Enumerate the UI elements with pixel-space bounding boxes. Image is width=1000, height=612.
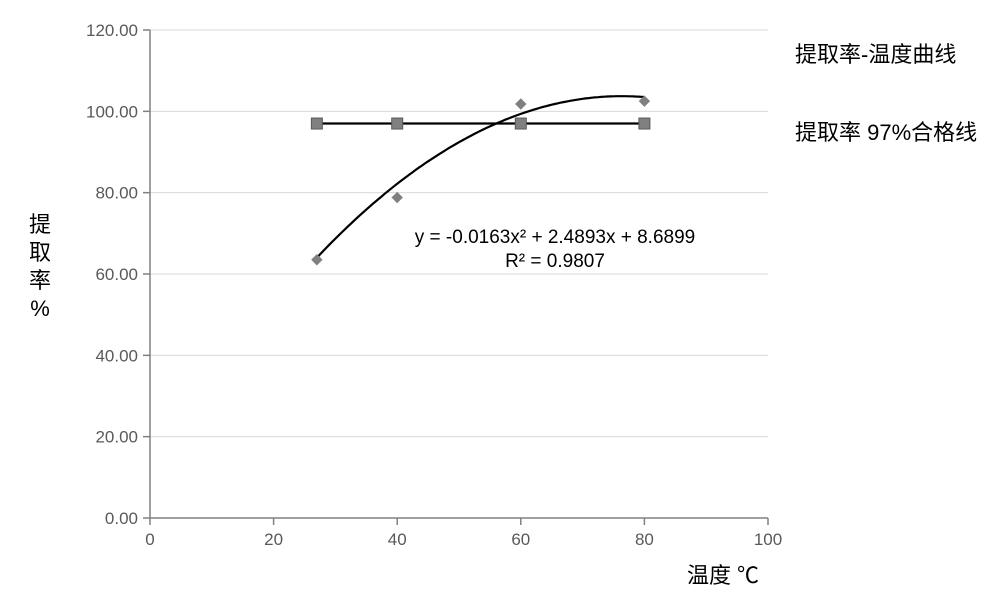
x-axis-title: 温度 ℃ bbox=[687, 563, 759, 588]
y-tick-label: 40.00 bbox=[95, 346, 138, 365]
y-axis-title: 取 bbox=[29, 240, 51, 265]
pass-line-marker bbox=[311, 118, 322, 129]
y-tick-label: 120.00 bbox=[86, 21, 138, 40]
y-tick-label: 60.00 bbox=[95, 265, 138, 284]
x-tick-label: 40 bbox=[388, 530, 407, 549]
legend-passline-label: 提取率 97%合格线 bbox=[795, 120, 977, 145]
y-tick-label: 100.00 bbox=[86, 102, 138, 121]
equation-line2: R² = 0.9807 bbox=[505, 251, 605, 272]
pass-line-marker bbox=[515, 118, 526, 129]
y-tick-label: 0.00 bbox=[105, 509, 138, 528]
y-tick-label: 20.00 bbox=[95, 428, 138, 447]
chart-svg: 0 20 40 60 80 100 0.00 20.00 40.00 60.00 80.00 100.… bbox=[0, 0, 1000, 612]
x-tick-label: 60 bbox=[511, 530, 530, 549]
curve-marker bbox=[312, 255, 322, 265]
pass-line-marker bbox=[392, 118, 403, 129]
curve-marker bbox=[516, 99, 526, 109]
curve-marker bbox=[392, 193, 402, 203]
x-tick-label: 80 bbox=[635, 530, 654, 549]
equation-line1: y = -0.0163x² + 2.4893x + 8.6899 bbox=[415, 227, 695, 248]
y-tick-label: 80.00 bbox=[95, 184, 138, 203]
legend-curve-label: 提取率-温度曲线 bbox=[795, 42, 956, 67]
x-tick-label: 0 bbox=[145, 530, 154, 549]
x-tick-label: 20 bbox=[264, 530, 283, 549]
x-tick-label: 100 bbox=[754, 530, 782, 549]
pass-line-marker bbox=[639, 118, 650, 129]
y-axis-title: 提 bbox=[29, 212, 51, 237]
y-axis-title: % bbox=[30, 296, 50, 321]
chart-container: 0 20 40 60 80 100 0.00 20.00 40.00 60.00 80.00 100.… bbox=[0, 0, 1000, 612]
y-axis-title: 率 bbox=[29, 268, 51, 293]
